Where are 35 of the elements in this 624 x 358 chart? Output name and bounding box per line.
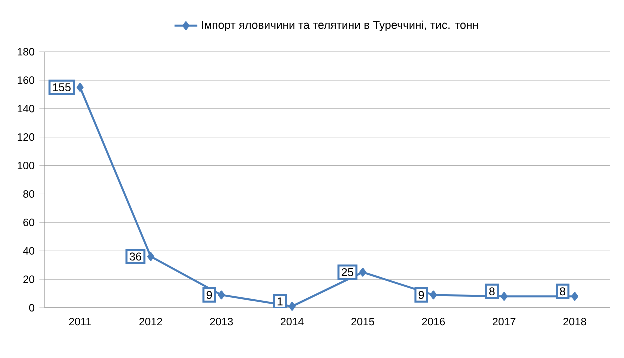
y-tick-label: 80 [24,190,35,198]
x-tick-label: 2013 [210,318,234,326]
y-tick-label: 120 [18,134,35,142]
data-label: 9 [206,291,212,300]
point [76,83,84,92]
x-tick-label: 2015 [352,318,374,326]
y-tick-label: 180 [18,48,35,56]
y-tick-label: 0 [29,304,35,312]
y-tick-label: 40 [23,247,35,255]
point [500,292,508,301]
y-tick-label: 100 [18,162,35,170]
y-tick-label: 160 [18,76,35,84]
data-label: 8 [560,288,566,296]
point [430,290,438,300]
data-label: 8 [490,288,495,296]
y-tick-label: 60 [24,218,35,226]
x-tick-label: 2012 [140,318,162,326]
data-label: 1 [278,298,283,306]
point [218,290,226,300]
point [288,302,296,311]
data-label: 25 [342,268,354,276]
x-tick-label: 2011 [69,318,92,326]
x-tick-label: 2014 [281,318,304,326]
y-tick-label: 140 [18,105,35,113]
data-label: 36 [130,252,142,261]
point [572,292,579,301]
legend-label: Імпорт яловичини та телятини в Туреччині, тис. тонн [202,20,478,32]
x-tick-label: 2018 [564,318,586,326]
point [148,252,155,262]
x-tick-label: 2016 [422,318,446,326]
data-label: 9 [418,291,424,300]
x-tick-label: 2017 [493,318,516,326]
point [360,268,366,277]
y-tick-label: 20 [24,276,35,284]
data-label: 155 [53,84,71,92]
